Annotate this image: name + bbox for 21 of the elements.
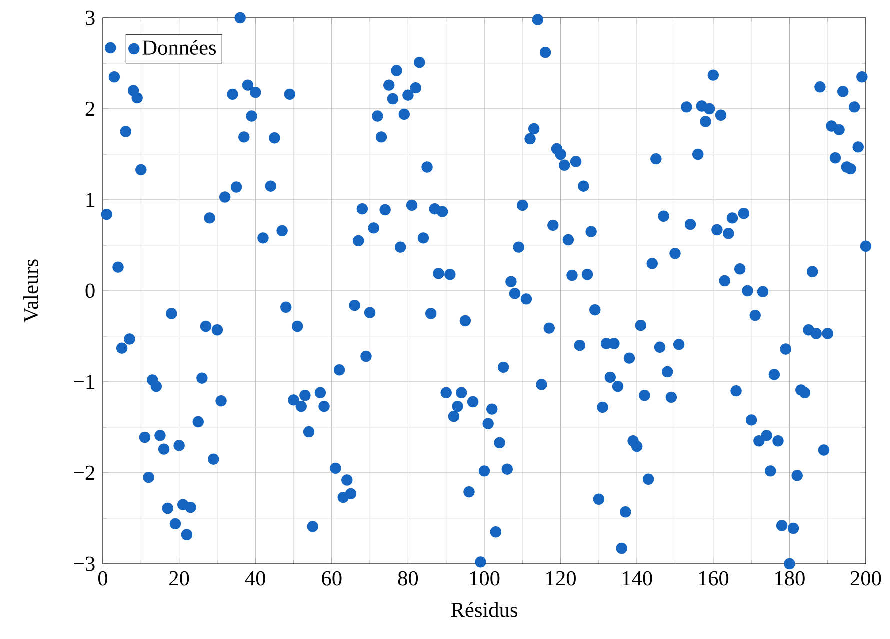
x-tick-label: 140 — [622, 571, 652, 586]
legend-label: Données — [142, 40, 216, 56]
x-tick-label: 180 — [776, 571, 805, 586]
x-tick-label: 0 — [98, 571, 108, 586]
y-tick-label: 0 — [86, 284, 95, 298]
x-tick-label: 20 — [170, 571, 190, 586]
x-tick-label: 80 — [398, 571, 418, 586]
x-tick-label: 100 — [470, 571, 500, 586]
y-tick-label: 2 — [86, 102, 94, 116]
y-tick-label: −1 — [74, 374, 94, 390]
x-tick-label: 60 — [322, 571, 342, 586]
y-axis-title: Valeurs — [23, 260, 38, 323]
x-tick-label: 160 — [699, 571, 729, 586]
y-tick-label: −3 — [74, 556, 95, 572]
x-tick-label: 200 — [850, 571, 882, 586]
x-tick-label: 120 — [546, 571, 576, 586]
x-tick-label: 40 — [245, 571, 266, 586]
y-tick-label: −2 — [74, 466, 94, 480]
y-tick-label: 3 — [86, 10, 95, 26]
x-axis-title: Résidus — [451, 602, 518, 618]
y-tick-label: 1 — [86, 192, 94, 208]
